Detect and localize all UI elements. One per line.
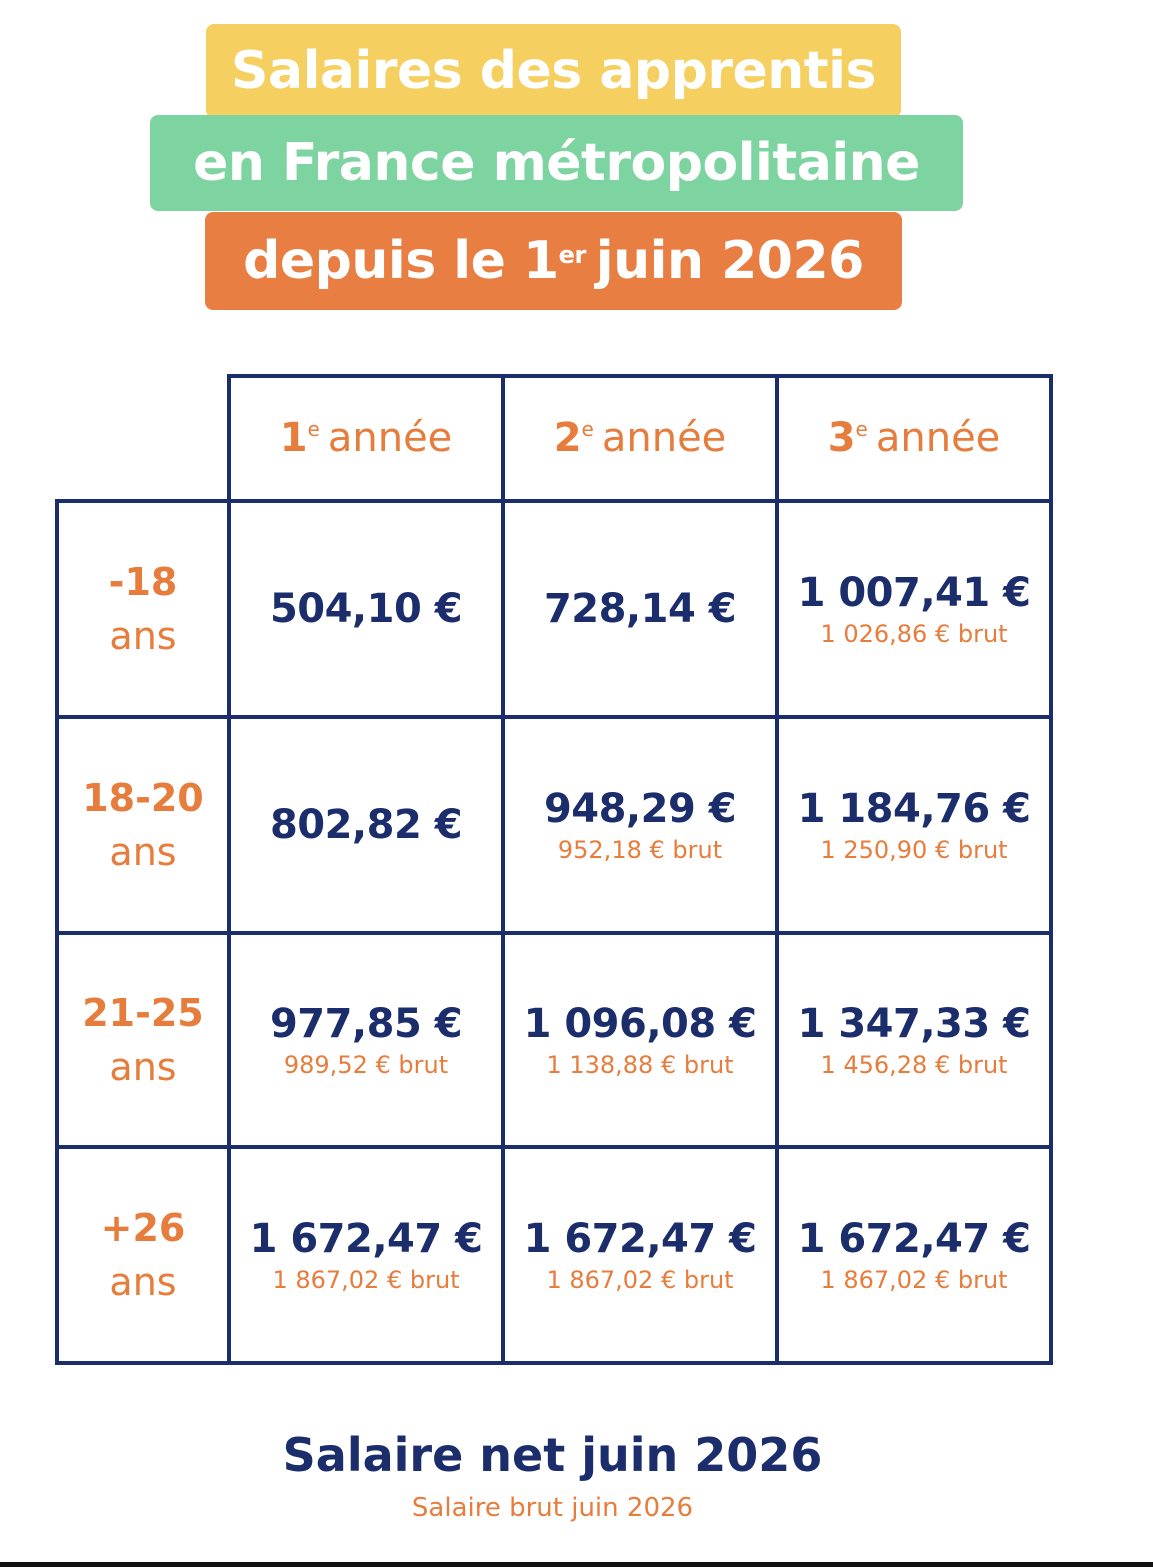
salary-cell: 1 672,47 € 1 867,02 € brut [779,1149,1049,1361]
salary-cell: 1 347,33 € 1 456,28 € brut [779,935,1049,1145]
net-salary: 728,14 € [543,586,737,632]
column-header-label: année [601,415,727,461]
title-banner-3: depuis le 1 er juin 2026 [205,212,902,310]
salary-cell: 1 184,76 € 1 250,90 € brut [779,719,1049,931]
net-salary: 1 184,76 € [797,786,1031,832]
column-header-number: 2 [553,415,582,461]
legend-net-salary: Salaire net juin 2026 [282,1428,823,1482]
title-line-3-prefix: depuis le 1 [243,231,559,291]
row-header-unit: ans [109,1260,177,1304]
table-grid-line [55,1361,1052,1365]
salary-cell: 504,10 € [231,503,501,715]
row-header-range: +26 [100,1206,186,1250]
row-header-range: 18-20 [82,776,204,820]
gross-salary: 1 867,02 € brut [546,1266,734,1294]
table-grid-line [55,715,1052,719]
gross-salary: 1 138,88 € brut [546,1051,734,1079]
column-header-year-3: 3e année [779,378,1049,498]
row-header-range: -18 [108,560,178,604]
column-header-superscript: e [307,417,320,441]
salary-cell: 977,85 € 989,52 € brut [231,935,501,1145]
column-header-number: 3 [827,415,856,461]
net-salary: 1 347,33 € [797,1001,1031,1047]
table-grid-line [55,1145,1052,1149]
row-header-21-25: 21-25 ans [59,935,227,1145]
row-header-18-20: 18-20 ans [59,719,227,931]
row-header-over-26: +26 ans [59,1149,227,1361]
net-salary: 504,10 € [269,586,463,632]
salary-cell: 1 096,08 € 1 138,88 € brut [505,935,775,1145]
gross-salary: 1 250,90 € brut [820,836,1008,864]
title-line-1: Salaires des apprentis [231,41,876,101]
gross-salary: 1 867,02 € brut [820,1266,1008,1294]
title-line-3-suffix: juin 2026 [595,231,865,291]
salary-cell: 1 672,47 € 1 867,02 € brut [505,1149,775,1361]
column-header-superscript: e [855,417,868,441]
net-salary: 1 096,08 € [523,1001,757,1047]
title-banner-1: Salaires des apprentis [206,24,901,118]
row-header-unit: ans [109,830,177,874]
column-header-superscript: e [581,417,594,441]
gross-salary: 1 026,86 € brut [820,620,1008,648]
table-grid-line [55,499,1052,503]
net-salary: 1 672,47 € [249,1216,483,1262]
net-salary: 1 007,41 € [797,570,1031,616]
row-header-unit: ans [109,614,177,658]
bottom-divider [0,1562,1153,1567]
legend-gross-salary: Salaire brut juin 2026 [411,1493,694,1523]
title-line-2: en France métropolitaine [193,133,920,193]
table-grid-line [55,499,59,1365]
net-salary: 1 672,47 € [797,1216,1031,1262]
column-header-year-2: 2e année [505,378,775,498]
title-line-3-superscript: er [558,241,587,269]
column-header-number: 1 [279,415,308,461]
gross-salary: 1 867,02 € brut [272,1266,460,1294]
column-header-label: année [327,415,453,461]
gross-salary: 989,52 € brut [283,1051,449,1079]
row-header-under-18: -18 ans [59,503,227,715]
salary-cell: 728,14 € [505,503,775,715]
table-grid-line [227,374,1052,378]
table-grid-line [1049,374,1053,1365]
table-grid-line [501,374,505,1365]
column-header-year-1: 1e année [231,378,501,498]
row-header-range: 21-25 [82,991,204,1035]
salary-cell: 1 007,41 € 1 026,86 € brut [779,503,1049,715]
row-header-unit: ans [109,1045,177,1089]
gross-salary: 1 456,28 € brut [820,1051,1008,1079]
net-salary: 948,29 € [543,786,737,832]
title-banner-2: en France métropolitaine [150,115,963,211]
salary-cell: 1 672,47 € 1 867,02 € brut [231,1149,501,1361]
net-salary: 977,85 € [269,1001,463,1047]
net-salary: 1 672,47 € [523,1216,757,1262]
table-grid-line [227,374,231,1365]
table-grid-line [55,931,1052,935]
table-grid-line [775,374,779,1365]
column-header-label: année [875,415,1001,461]
net-salary: 802,82 € [269,802,463,848]
salary-cell: 948,29 € 952,18 € brut [505,719,775,931]
gross-salary: 952,18 € brut [557,836,723,864]
salary-cell: 802,82 € [231,719,501,931]
